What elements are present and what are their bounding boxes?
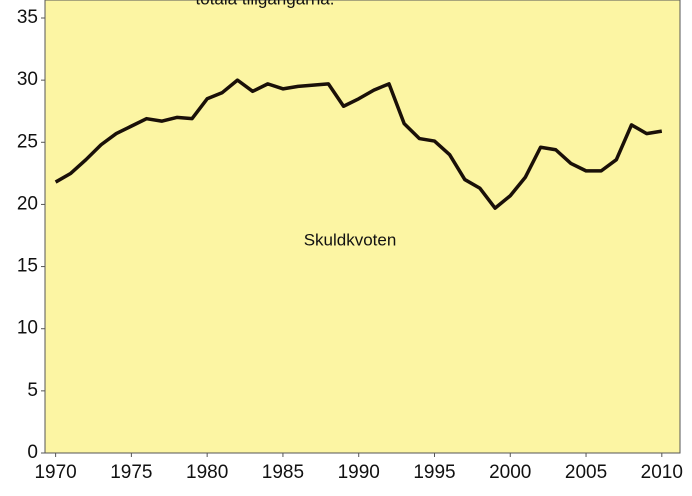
- y-tick-label: 25: [17, 131, 38, 152]
- x-tick-label: 1975: [110, 462, 152, 483]
- y-tick-label: 10: [17, 318, 38, 339]
- x-tick-label: 2010: [641, 462, 683, 483]
- chart-title: totala tillgångarna.: [196, 0, 335, 8]
- x-tick-label: 1970: [34, 462, 76, 483]
- x-tick-label: 1990: [338, 462, 380, 483]
- x-tick-label: 2005: [565, 462, 607, 483]
- y-tick-label: 30: [17, 69, 38, 90]
- y-tick-label: 0: [27, 442, 38, 463]
- x-tick-label: 2000: [489, 462, 531, 483]
- line: [54, 78, 663, 210]
- y-tick-label: 35: [17, 7, 38, 28]
- x-tick-label: 1980: [186, 462, 228, 483]
- x-tick-label: 1985: [262, 462, 304, 483]
- plot-area: [44, 0, 681, 454]
- y-tick-label: 20: [17, 193, 38, 214]
- x-tick-label: 1995: [413, 462, 455, 483]
- y-tick-label: 15: [17, 256, 38, 277]
- annotation: Skuldkvoten: [304, 230, 397, 249]
- y-tick-label: 5: [27, 380, 38, 401]
